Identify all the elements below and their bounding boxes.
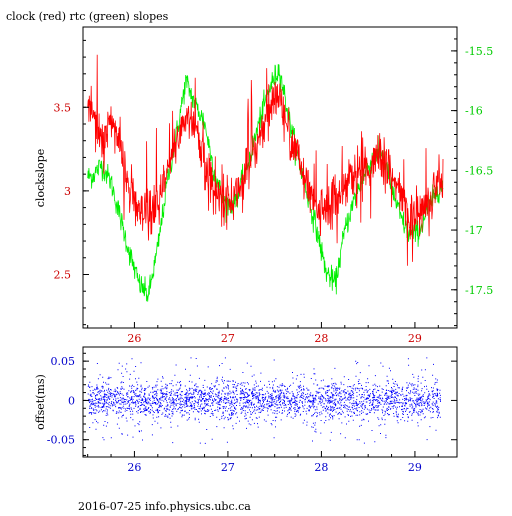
- bottom-x-tick-label: 29: [408, 461, 422, 474]
- top-y2-tick-label: -17: [465, 224, 483, 237]
- top-x-tick-label: 26: [127, 332, 141, 345]
- footer-credit: 2016-07-25 info.physics.ubc.ca: [78, 500, 251, 512]
- bottom-x-tick-label: 28: [314, 461, 328, 474]
- top-y-tick-label: 3.5: [54, 101, 72, 114]
- top-plot: 26 27 28 29 2.5 3 3.5 -17.5 -17 -16.5 -16 -15.5 clo…: [34, 26, 493, 345]
- bottom-y-tick-label: 0.05: [51, 355, 76, 368]
- top-y2-tick-label: -15.5: [465, 45, 493, 58]
- top-y-axis-label: clockslope: [34, 149, 47, 207]
- bottom-y-tick-label: -0.05: [47, 434, 75, 447]
- chart-title: clock (red) rtc (green) slopes: [6, 10, 169, 23]
- bottom-x-tick-label: 26: [127, 461, 141, 474]
- top-y2-tick-label: -16.5: [465, 164, 493, 177]
- bottom-y-axis-label: offset(ms): [34, 374, 47, 430]
- top-y-tick-label: 2.5: [54, 268, 72, 281]
- top-y2-tick-label: -16: [465, 105, 483, 118]
- bottom-plot: 26 27 28 29 -0.05 0 0.05 offset(ms): [34, 346, 458, 474]
- top-plot-frame: [82, 26, 458, 329]
- top-x-tick-label: 28: [314, 332, 328, 345]
- top-y-tick-label: 3: [64, 185, 71, 198]
- top-x-tick-label: 27: [221, 332, 235, 345]
- bottom-x-tick-label: 27: [221, 461, 235, 474]
- series-line-clock: [87, 54, 444, 266]
- offset-scatter-points: [87, 357, 441, 444]
- bottom-plot-frame: [82, 346, 458, 458]
- top-x-tick-label: 29: [408, 332, 422, 345]
- bottom-y-tick-label: 0: [68, 394, 75, 407]
- top-y2-tick-label: -17.5: [465, 284, 493, 297]
